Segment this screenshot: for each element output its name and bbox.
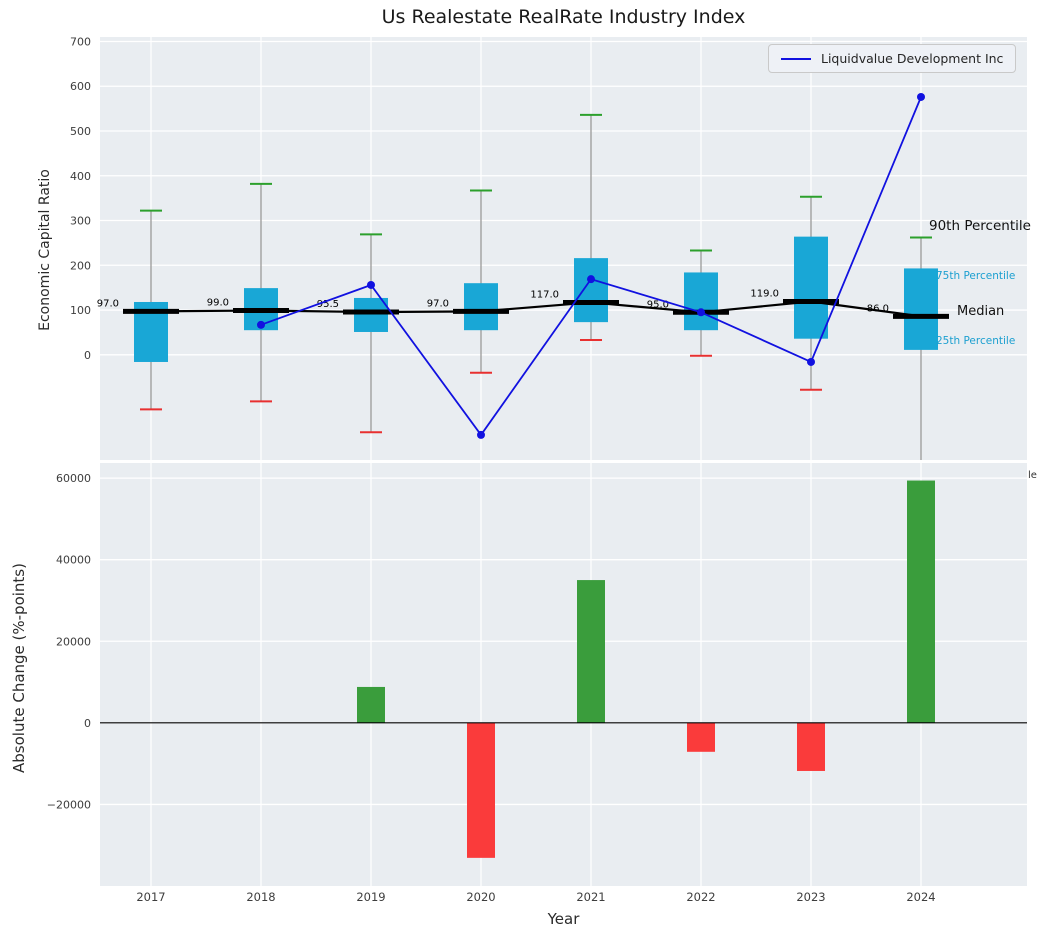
median-value-label-2020: 97.0 bbox=[427, 298, 449, 309]
median-value-label-2022: 95.0 bbox=[647, 299, 669, 310]
bar-2019 bbox=[357, 686, 385, 723]
box-2023 bbox=[794, 236, 828, 339]
top-y-axis-label: Economic Capital Ratio bbox=[37, 169, 53, 331]
bottom-y-tick-label: 0 bbox=[84, 717, 91, 730]
company-marker-2024 bbox=[917, 92, 925, 101]
annotation-90th-percentile: 90th Percentile bbox=[929, 218, 1031, 234]
bar-2020 bbox=[467, 722, 495, 858]
top-axes-background bbox=[100, 37, 1027, 460]
top-y-tick-label: 600 bbox=[70, 80, 91, 93]
top-y-tick-label: 0 bbox=[84, 349, 91, 362]
bar-2021 bbox=[577, 580, 605, 723]
x-tick-label-2020: 2020 bbox=[466, 890, 495, 904]
top-y-tick-label: 300 bbox=[70, 215, 91, 228]
bottom-y-tick-label: 40000 bbox=[56, 554, 91, 567]
annotation-median: Median bbox=[957, 304, 1005, 319]
x-axis-label: Year bbox=[547, 910, 580, 928]
bottom-y-tick-label: 60000 bbox=[56, 472, 91, 485]
box-2024 bbox=[904, 268, 938, 350]
median-value-label-2021: 117.0 bbox=[530, 289, 559, 300]
bottom-y-tick-label: −20000 bbox=[47, 798, 91, 811]
median-value-label-2019: 95.5 bbox=[317, 299, 339, 310]
bar-2024 bbox=[907, 480, 935, 723]
top-y-tick-label: 700 bbox=[70, 35, 91, 48]
median-value-label-2023: 119.0 bbox=[750, 289, 779, 300]
median-value-label-2024: 86.0 bbox=[867, 303, 889, 314]
box-2019 bbox=[354, 297, 388, 332]
company-marker-2022 bbox=[697, 308, 705, 317]
top-y-tick-label: 400 bbox=[70, 170, 91, 183]
company-marker-2019 bbox=[367, 280, 375, 289]
x-tick-label-2021: 2021 bbox=[576, 890, 605, 904]
legend-label: Liquidvalue Development Inc bbox=[821, 51, 1004, 66]
median-value-label-2018: 99.0 bbox=[207, 297, 229, 308]
box-2021 bbox=[574, 258, 608, 323]
annotation-25th-percentile: 25th Percentile bbox=[936, 335, 1016, 347]
top-y-tick-label: 200 bbox=[70, 259, 91, 272]
box-2022 bbox=[684, 272, 718, 331]
x-tick-label-2024: 2024 bbox=[906, 890, 935, 904]
legend-line-sample bbox=[781, 57, 811, 60]
company-marker-2020 bbox=[477, 430, 485, 439]
company-marker-2018 bbox=[257, 320, 265, 329]
legend: Liquidvalue Development Inc bbox=[768, 44, 1017, 73]
bar-2022 bbox=[687, 722, 715, 752]
annotation-75th-percentile: 75th Percentile bbox=[936, 270, 1016, 282]
top-y-tick-label: 100 bbox=[70, 304, 91, 317]
x-tick-label-2017: 2017 bbox=[136, 890, 165, 904]
annotation-clipped-percentile-label: le bbox=[1028, 470, 1037, 481]
median-value-label-2017: 97.0 bbox=[97, 298, 119, 309]
bottom-axes-background bbox=[100, 463, 1027, 886]
x-tick-label-2018: 2018 bbox=[246, 890, 275, 904]
chart-title: Us Realestate RealRate Industry Index bbox=[381, 6, 746, 28]
box-2020 bbox=[464, 283, 498, 331]
x-tick-label-2019: 2019 bbox=[356, 890, 385, 904]
bottom-y-axis-label: Absolute Change (%-points) bbox=[10, 563, 28, 773]
bottom-y-tick-label: 20000 bbox=[56, 635, 91, 648]
bar-2023 bbox=[797, 722, 825, 771]
top-y-tick-label: 500 bbox=[70, 125, 91, 138]
company-marker-2023 bbox=[807, 357, 815, 366]
x-tick-label-2022: 2022 bbox=[686, 890, 715, 904]
company-marker-2021 bbox=[587, 275, 595, 284]
x-tick-label-2023: 2023 bbox=[796, 890, 825, 904]
